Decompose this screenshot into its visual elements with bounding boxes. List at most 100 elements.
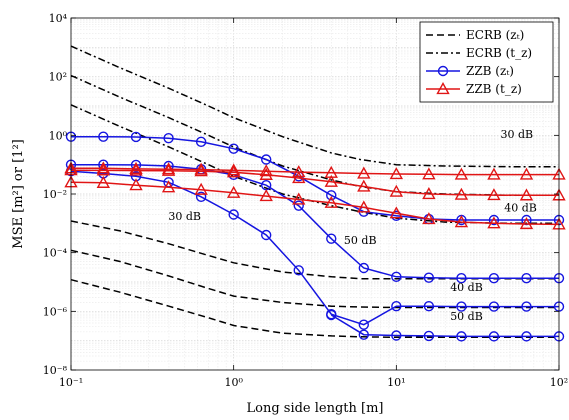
data-point	[293, 200, 304, 211]
data-point	[228, 209, 239, 220]
data-point	[194, 164, 208, 177]
data-point	[259, 167, 273, 180]
y-tick-label: 10⁻⁴	[43, 247, 68, 260]
data-point	[130, 131, 142, 143]
y-tick-label: 10⁻⁶	[43, 305, 68, 318]
series-line	[70, 45, 559, 168]
annotation-label: 30 dB	[168, 210, 201, 223]
annotation-label: 40 dB	[450, 281, 483, 294]
data-point	[324, 195, 338, 208]
data-point	[456, 331, 467, 342]
series-line	[71, 167, 559, 176]
series-line	[70, 278, 559, 339]
data-point	[422, 187, 436, 200]
data-point	[423, 300, 435, 312]
data-point	[488, 214, 500, 226]
data-point	[98, 131, 109, 142]
data-point	[488, 331, 500, 342]
series-line	[70, 169, 559, 197]
legend-marker	[437, 65, 449, 77]
grid	[71, 18, 559, 370]
data-point	[326, 190, 337, 201]
data-point	[391, 300, 402, 312]
data-point	[389, 167, 404, 180]
y-tick-label: 10⁰	[49, 129, 68, 142]
x-tick-label: 10⁻¹	[59, 376, 83, 389]
y-tick-label: 10⁻⁸	[43, 364, 68, 377]
data-point	[521, 272, 532, 284]
data-point	[357, 200, 371, 213]
data-point	[326, 309, 337, 321]
series-line	[71, 135, 559, 221]
series-line	[71, 163, 559, 279]
data-point	[488, 272, 500, 284]
data-point	[259, 164, 273, 177]
data-point	[521, 331, 532, 342]
data-point	[161, 162, 176, 175]
data-point	[292, 171, 306, 184]
legend-label: ZZB (zₜ)	[466, 64, 514, 78]
legend: ECRB (zₜ) ECRB (t_z) ZZB (zₜ) ZZB (t_z)	[419, 21, 554, 103]
series-2	[65, 131, 565, 342]
data-point	[161, 163, 176, 176]
data-point	[226, 163, 241, 176]
series-line	[70, 249, 559, 309]
data-point	[456, 272, 467, 284]
data-point	[422, 167, 436, 180]
data-point	[261, 154, 272, 165]
series-layer	[64, 45, 566, 342]
data-point	[391, 330, 402, 341]
legend-marker	[436, 82, 450, 95]
y-tick-label: 10⁻²	[43, 188, 67, 201]
data-point	[488, 301, 500, 312]
data-point	[96, 161, 111, 174]
data-point	[226, 185, 241, 198]
series-line	[330, 314, 559, 338]
data-point	[324, 174, 338, 187]
series-line	[70, 181, 560, 226]
data-point	[389, 206, 404, 219]
data-point	[487, 216, 501, 229]
data-point	[423, 272, 435, 283]
data-point	[96, 175, 111, 188]
data-point	[293, 265, 304, 276]
y-axis-label: MSE [m²] or [1²]	[11, 139, 26, 248]
data-point	[195, 136, 207, 148]
data-point	[195, 191, 207, 203]
data-point	[357, 166, 371, 179]
data-point	[456, 301, 467, 312]
annotation-label: 30 dB	[500, 128, 533, 141]
series-3	[64, 161, 566, 230]
data-point	[292, 192, 306, 205]
data-point	[389, 184, 404, 197]
data-point	[129, 163, 143, 176]
data-point	[228, 143, 239, 154]
data-point	[194, 162, 208, 175]
data-point	[358, 329, 370, 340]
data-point	[226, 165, 241, 178]
data-point	[423, 330, 435, 342]
ticks-layer: 10⁻¹ 10⁰ 10¹ 10² 10⁻⁸ 10⁻⁶ 10⁻⁴ 10⁻² 10⁰ 10² 10⁴	[43, 12, 568, 389]
data-point	[358, 262, 370, 274]
legend-label: ZZB (t_z)	[466, 82, 522, 96]
data-point	[129, 178, 143, 191]
data-point	[519, 167, 534, 180]
data-point	[326, 233, 337, 244]
annotation-label: 50 dB	[450, 310, 483, 323]
data-point	[519, 217, 534, 230]
data-point	[292, 165, 306, 178]
data-point	[161, 180, 176, 193]
data-point	[454, 167, 469, 180]
data-point	[454, 187, 469, 200]
data-point	[422, 212, 436, 225]
x-tick-label: 10²	[550, 376, 568, 389]
series-line	[70, 170, 559, 326]
y-tick-label: 10⁴	[49, 12, 68, 25]
data-point	[487, 167, 501, 180]
legend-label: ECRB (zₜ)	[466, 28, 524, 42]
data-point	[129, 161, 143, 174]
data-point	[519, 188, 534, 201]
data-point	[358, 319, 370, 330]
data-point	[454, 215, 469, 228]
